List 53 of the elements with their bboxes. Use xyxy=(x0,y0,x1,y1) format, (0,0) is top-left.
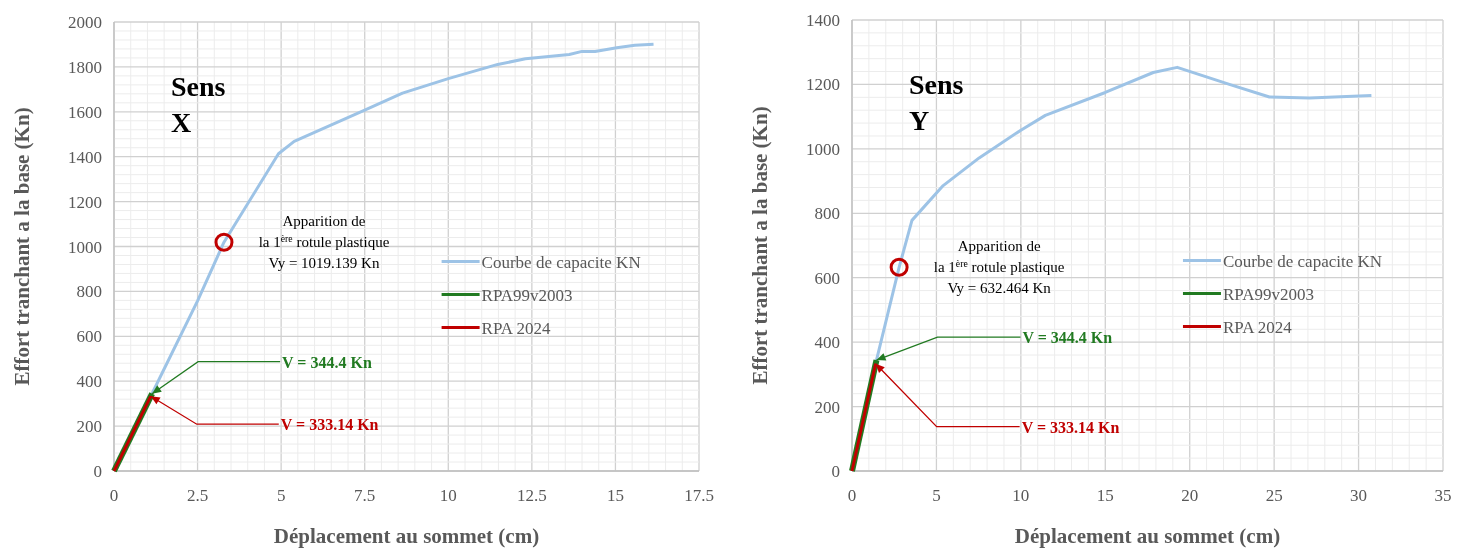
x-tick-label: 17.5 xyxy=(684,486,714,505)
y-tick-label: 1000 xyxy=(68,237,102,257)
x-tick-label: 15 xyxy=(1096,486,1114,505)
x-tick-label: 10 xyxy=(439,486,457,505)
y-tick-label: 600 xyxy=(76,327,102,347)
x-tick-label: 5 xyxy=(276,486,286,505)
y-axis-title: Effort tranchant a la base (Kn) xyxy=(748,106,772,385)
y-tick-label: 1400 xyxy=(68,147,102,167)
y-tick-label: 0 xyxy=(831,462,840,481)
legend-label: Courbe de capacite KN xyxy=(481,252,641,272)
y-tick-label: 1400 xyxy=(806,11,840,30)
legend-label: RPA 2024 xyxy=(1222,317,1293,337)
x-tick-label: 0 xyxy=(109,486,119,505)
legend-label: RPA99v2003 xyxy=(1222,284,1314,304)
x-tick-label: 10 xyxy=(1012,486,1030,505)
text: Sens X xyxy=(171,71,226,138)
y-tick-label: 1800 xyxy=(68,57,102,77)
x-tick-label: 5 xyxy=(932,486,941,505)
legend-label: Courbe de capacite KN xyxy=(1222,251,1383,271)
x-axis-title: Déplacement au sommet (cm) xyxy=(1014,524,1281,548)
y-tick-label: 200 xyxy=(814,397,840,417)
y-tick-label: 400 xyxy=(814,333,840,353)
annotation: V = 333.14 Kn xyxy=(280,416,379,434)
y-tick-label: 1200 xyxy=(806,75,840,95)
legend-label: RPA 2024 xyxy=(481,318,551,338)
x-axis-title: Déplacement au sommet (cm) xyxy=(273,524,540,548)
y-tick-label: 400 xyxy=(76,372,102,392)
x-tick-label: 30 xyxy=(1350,486,1368,505)
x-tick-label: 20 xyxy=(1181,486,1199,505)
x-tick-label: 12.5 xyxy=(516,486,547,505)
y-tick-label: 2000 xyxy=(68,13,102,32)
y-tick-label: 1200 xyxy=(68,192,102,212)
x-tick-label: 35 xyxy=(1434,486,1452,505)
annotation: V = 344.4 Kn xyxy=(1022,329,1113,347)
annotation: Apparition de la 1$^{ère}$ rotule plastique Vy = 1019.139 Kn xyxy=(258,213,390,272)
legend-label: RPA99v2003 xyxy=(481,285,573,305)
y-axis-title: Effort tranchant a la base (Kn) xyxy=(10,107,34,386)
x-tick-label: 0 xyxy=(847,486,857,505)
y-tick-label: 800 xyxy=(814,204,840,224)
annotation: V = 344.4 Kn xyxy=(282,353,372,371)
y-tick-label: 600 xyxy=(814,268,840,288)
y-tick-label: 1600 xyxy=(68,102,102,122)
x-tick-label: 2.5 xyxy=(186,486,209,505)
annotation: Apparition de la 1$^{ère}$ rotule plastique Vy = 632.464 Kn xyxy=(933,238,1065,297)
annotation: V = 333.14 Kn xyxy=(1021,418,1120,436)
x-tick-label: 7.5 xyxy=(354,486,376,505)
y-tick-label: 1000 xyxy=(806,139,840,159)
y-tick-label: 800 xyxy=(76,282,102,302)
y-tick-label: 0 xyxy=(93,462,102,481)
x-tick-label: 25 xyxy=(1265,486,1283,505)
x-tick-label: 15 xyxy=(606,486,624,505)
text: Sens Y xyxy=(909,69,964,136)
y-tick-label: 200 xyxy=(76,417,102,437)
